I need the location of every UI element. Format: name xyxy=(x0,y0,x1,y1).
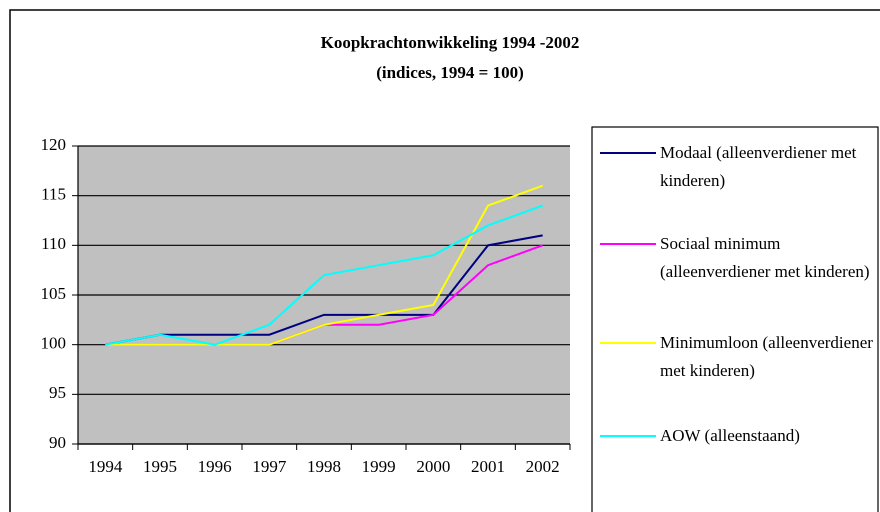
series-line xyxy=(105,184,544,346)
legend-label: AOW (alleenstaand) xyxy=(660,426,800,445)
x-tick-label: 1995 xyxy=(143,457,177,476)
y-tick-label: 100 xyxy=(41,334,67,353)
y-tick-label: 115 xyxy=(41,185,66,204)
x-tick-label: 2002 xyxy=(526,457,560,476)
series-line xyxy=(105,204,544,346)
y-tick-label: 120 xyxy=(41,135,67,154)
y-tick-label: 105 xyxy=(41,284,67,303)
x-tick-label: 1997 xyxy=(252,457,287,476)
y-tick-label: 90 xyxy=(49,433,66,452)
series-line xyxy=(105,234,543,346)
x-tick-label: 2000 xyxy=(416,457,450,476)
x-tick-label: 1999 xyxy=(362,457,396,476)
legend-label: Modaal (alleenverdiener met kinderen) xyxy=(660,143,857,190)
x-tick-label: 1994 xyxy=(88,457,123,476)
chart-title: Koopkrachtonwikkeling 1994 -2002 xyxy=(321,33,580,52)
x-tick-label: 2001 xyxy=(471,457,505,476)
chart-subtitle: (indices, 1994 = 100) xyxy=(376,63,524,82)
x-tick-label: 1998 xyxy=(307,457,341,476)
legend-label: Minimumloon (alleenverdiener met kindere… xyxy=(660,333,873,380)
legend-label: Sociaal minimum (alleenverdiener met kin… xyxy=(660,234,870,281)
legend-box xyxy=(591,126,879,512)
y-tick-label: 95 xyxy=(49,383,66,402)
y-tick-label: 110 xyxy=(41,234,66,253)
x-tick-label: 1996 xyxy=(198,457,232,476)
